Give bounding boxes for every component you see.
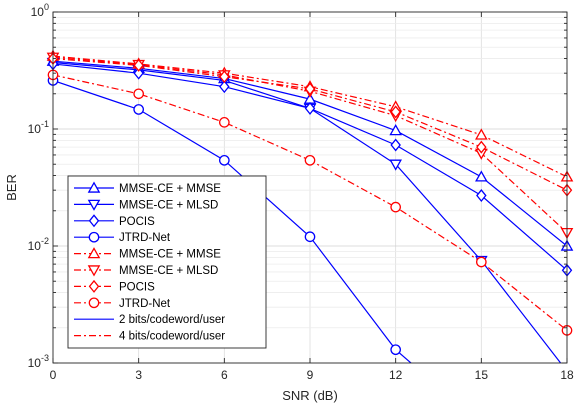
legend-entry: MMSE-CE + MLSD — [74, 265, 218, 277]
data-point-triangle-up — [87, 181, 101, 193]
y-tick-label: 10-2 — [28, 236, 49, 253]
x-tick-label: 3 — [135, 368, 142, 382]
legend-label: MMSE-CE + MMSE — [119, 249, 221, 261]
data-point-circle — [304, 154, 316, 166]
legend-entry: POCIS — [74, 279, 155, 293]
data-point-diamond — [219, 70, 230, 84]
data-point-circle — [390, 201, 401, 213]
data-point-diamond — [133, 58, 144, 72]
legend-label: POCIS — [119, 216, 155, 228]
data-point-circle — [476, 256, 487, 268]
legend-label: 2 bits/codeword/user — [119, 314, 225, 326]
legend-label: MMSE-CE + MMSE — [119, 183, 221, 195]
data-point-triangle-up — [475, 170, 488, 182]
data-point-triangle-up — [475, 128, 488, 140]
data-point-triangle-down — [389, 159, 402, 171]
axes — [52, 11, 568, 364]
data-point-circle — [219, 117, 230, 128]
legend-entry: POCIS — [74, 214, 155, 228]
data-point-diamond — [304, 101, 316, 115]
y-tick-label: 100 — [31, 2, 49, 19]
data-point-circle — [133, 104, 144, 115]
y-tick-label: 10-3 — [28, 353, 49, 370]
x-tick-label: 6 — [221, 368, 228, 382]
legend-entry: JTRD-Net — [74, 231, 171, 244]
data-point-diamond — [476, 189, 487, 203]
data-point-circle — [219, 154, 230, 166]
x-tick-label: 0 — [50, 368, 57, 382]
legend-label: JTRD-Net — [119, 298, 171, 310]
legend-entry: 2 bits/codeword/user — [74, 314, 225, 326]
tick-labels: 0 3 6 9 12 15 18 10-3 10-2 10-1 100 — [28, 2, 574, 382]
y-tick-label: 10-1 — [28, 119, 49, 136]
x-tick-label: 12 — [389, 368, 403, 382]
data-point-diamond — [133, 66, 144, 80]
legend-label: MMSE-CE + MLSD — [119, 199, 218, 211]
legend: MMSE-CE + MMSE MMSE-CE + MLSD POCIS JTRD-Ne… — [67, 175, 267, 349]
data-point-circle — [304, 231, 316, 243]
data-point-triangle-down — [87, 265, 101, 277]
y-axis-label: BER — [4, 174, 19, 201]
data-point-diamond — [88, 279, 100, 293]
data-point-diamond — [219, 80, 230, 94]
legend-label: JTRD-Net — [119, 232, 171, 244]
data-point-triangle-down — [87, 199, 101, 211]
x-tick-label: 18 — [560, 368, 574, 382]
x-tick-label: 15 — [475, 368, 489, 382]
legend-entry: MMSE-CE + MLSD — [74, 199, 218, 211]
legend-label: MMSE-CE + MLSD — [119, 265, 218, 277]
x-tick-label: 9 — [307, 368, 314, 382]
data-point-diamond — [304, 82, 316, 96]
data-point-circle — [88, 231, 100, 243]
legend-entry: 4 bits/codeword/user — [74, 331, 225, 343]
data-point-circle — [133, 88, 144, 100]
x-axis-label: SNR (dB) — [282, 388, 338, 403]
data-point-circle — [390, 344, 401, 355]
legend-entry: MMSE-CE + MMSE — [74, 181, 221, 195]
series-line-3 — [53, 79, 412, 363]
legend-entry: MMSE-CE + MMSE — [74, 247, 221, 261]
legend-entry: JTRD-Net — [74, 297, 171, 310]
data-point-diamond — [390, 105, 401, 119]
data-point-diamond — [390, 138, 401, 152]
data-point-diamond — [476, 140, 487, 154]
legend-label: POCIS — [119, 281, 155, 293]
legend-label: 4 bits/codeword/user — [119, 331, 225, 343]
data-point-triangle-up — [87, 247, 101, 259]
data-point-triangle-up — [389, 124, 402, 136]
data-point-circle — [88, 297, 100, 309]
data-point-diamond — [88, 214, 100, 228]
